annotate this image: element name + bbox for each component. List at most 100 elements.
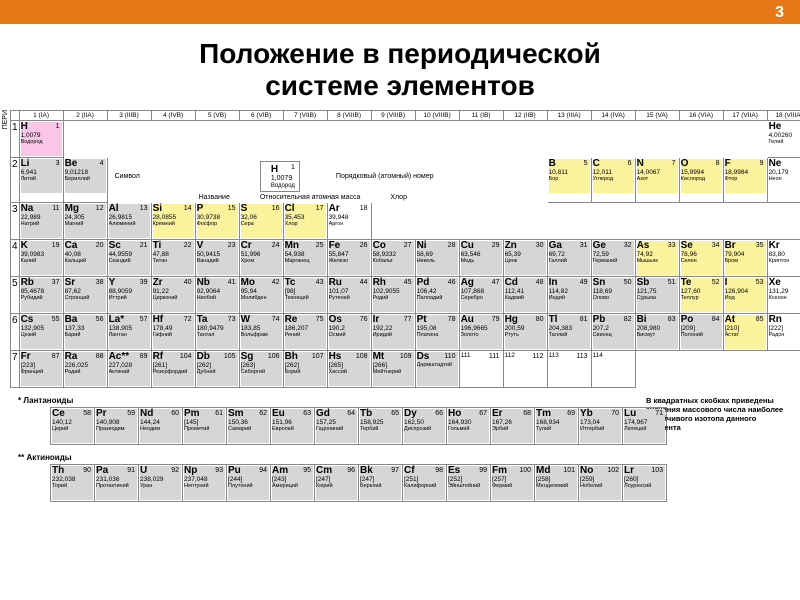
element-cell-Gd: 64 Gd 157,25 Гадолиний [316,409,357,443]
element-cell-Zn: 30 Zn 65,39 Цинк [505,241,546,275]
element-cell-Ta: 73 Ta 180,9479 Тантал [197,315,238,349]
element-cell-Cd: 48 Cd 112,41 Кадмий [505,278,546,312]
element-cell-Sr: 38 Sr 87,62 Стронций [65,278,106,312]
element-cell-Ag: 47 Ag 107,868 Серебро [461,278,502,312]
element-cell-Mt: 109 Mt [266] Мейтнерий [373,352,414,386]
element-cell-Rh: 45 Rh 102,9055 Родий [373,278,414,312]
top-bar: 3 [0,0,800,24]
element-cell-Hf: 72 Hf 178,49 Гафний [153,315,194,349]
element-cell-Al: 13 Al 26,9815 Алюминий [109,204,150,238]
element-cell-Pr: 59 Pr 140,908 Празеодим [96,409,137,443]
element-cell-Lu: 71 Lu 174,967 Лютеций [624,409,665,443]
footnote: В квадратных скобках приведены значения … [646,396,786,432]
element-cell-Ra: 88 Ra 226,025 Радий [65,352,106,386]
element-cell-Bi: 83 Bi 208,980 Висмут [637,315,678,349]
element-cell-Li: 3 Li 6,941 Литий [21,159,62,193]
element-cell-I: 53 I 126,904 Иод [725,278,766,312]
group-header: 5 (VB) [195,111,239,121]
group-header: 6 (VIB) [239,111,283,121]
element-cell-Bh: 107 Bh [262] Борий [285,352,326,386]
element-cell-Cf: 98 Cf [251] Калифорний [404,466,445,500]
element-cell-Pa: 91 Pa 231,036 Протактиний [96,466,137,500]
element-cell-Br: 35 Br 79,904 Бром [725,241,766,275]
element-cell-Ce: 58 Ce 140,12 Церий [52,409,93,443]
element-cell-Os: 76 Os 190,2 Осмий [329,315,370,349]
element-cell-Pm: 61 Pm [145] Прометий [184,409,225,443]
element-cell-Fm: 100 Fm [257] Фермий [492,466,533,500]
element-cell-Tm: 69 Tm 168,934 Тулий [536,409,577,443]
element-cell-Sc: 21 Sc 44,9559 Скандий [109,241,150,275]
element-cell-Hg: 80 Hg 200,59 Ртуть [505,315,546,349]
group-header: 2 (IIA) [63,111,107,121]
element-cell-Np: 93 Np 237,048 Нептуний [184,466,225,500]
element-cell-At: 85 At [210] Астат [725,315,766,349]
element-cell-Y: 39 Y 88,9059 Иттрий [109,278,150,312]
periodic-table: ПЕРИ 1 (IA)2 (IIA)3 (IIIB)4 (IVB)5 (VB)6… [10,110,790,388]
group-header: 9 (VIIIB) [371,111,415,121]
element-cell-W: 74 W 183,85 Вольфрам [241,315,282,349]
element-cell-S: 16 S 32,06 Сера [241,204,282,238]
page-title: Положение в периодической системе элемен… [0,38,800,102]
group-header: 11 (IB) [459,111,503,121]
element-cell-Cm: 96 Cm [247] Кюрий [316,466,357,500]
element-cell-Xe: 54 Xe 131,29 Ксенон [769,278,800,312]
period-label: 2 [11,158,20,203]
element-cell-Sn: 50 Sn 118,69 Олово [593,278,634,312]
period-label: 7 [11,351,20,388]
group-header: 12 (IIB) [503,111,547,121]
group-header: 15 (VA) [635,111,679,121]
group-header: 14 (IVA) [591,111,635,121]
element-cell-In: 49 In 114,82 Индий [549,278,590,312]
element-cell-Er: 68 Er 167,26 Эрбий [492,409,533,443]
element-cell-Ba: 56 Ba 137,33 Барий [65,315,106,349]
element-cell-H: 1 H 1,0079 Водород [21,122,62,156]
page-number: 3 [775,4,784,21]
element-cell-Lr: 103 Lr [260] Лоуренсий [624,466,665,500]
group-header: 16 (VIA) [679,111,723,121]
element-cell-Hs: 108 Hs [265] Хассий [329,352,370,386]
element-cell-Fr: 87 Fr [223] Франций [21,352,62,386]
period-label: 3 [11,203,20,240]
group-header: 13 (IIIA) [547,111,591,121]
element-cell-Nb: 41 Nb 92,9064 Ниобий [197,278,238,312]
element-cell-Ac**: 89 Ac** 227,028 Актиний [109,352,150,386]
period-label: 1 [11,121,20,158]
element-cell-N: 7 N 14,0067 Азот [637,159,678,193]
element-cell-Ga: 31 Ga 69,72 Галлий [549,241,590,275]
element-cell-Pu: 94 Pu [244] Плутоний [228,466,269,500]
element-cell-No: 102 No [259] Нобелий [580,466,621,500]
element-cell-Ar: 18 Ar 39,948 Аргон [329,204,370,238]
element-cell-Ir: 77 Ir 192,22 Иридий [373,315,414,349]
group-header: 1 (IA) [19,111,63,121]
element-cell-F: 9 F 18,9984 Фтор [725,159,766,193]
element-cell-Na: 11 Na 22,989 Натрий [21,204,62,238]
element-cell-Rn: 86 Rn [222] Радон [769,315,800,349]
element-cell-Co: 27 Co 58,9332 Кобальт [373,241,414,275]
group-header: 4 (IVB) [151,111,195,121]
element-cell-V: 23 V 50,9415 Ванадий [197,241,238,275]
element-cell-Se: 34 Se 78,96 Селен [681,241,722,275]
element-cell-K: 19 K 39,0983 Калий [21,241,62,275]
element-cell-C: 6 C 12,011 Углерод [593,159,634,193]
group-header: 10 (VIIIB) [415,111,459,121]
element-cell-Es: 99 Es [252] Эйнштейний [448,466,489,500]
group-header: 17 (VIIA) [723,111,767,121]
element-cell-Kr: 36 Kr 83,80 Криптон [769,241,800,275]
element-cell-Rb: 37 Rb 85,4678 Рубидий [21,278,62,312]
element-cell-Rf: 104 Rf [261] Резерфордий [153,352,194,386]
element-cell-Be: 4 Be 9,01218 Бериллий [65,159,106,193]
element-cell-Ru: 44 Ru 101,07 Рутений [329,278,370,312]
element-cell-Pt: 78 Pt 195,08 Платина [417,315,458,349]
element-cell-: 112 112 [505,352,546,386]
group-header: 3 (IIIB) [107,111,151,121]
element-cell-Zr: 40 Zr 91,22 Цирконий [153,278,194,312]
element-cell-Ho: 67 Ho 164,930 Гольмий [448,409,489,443]
element-cell-Ds: 110 Ds Дармштадтий [417,352,458,386]
element-cell-Pb: 82 Pb 207,2 Свинец [593,315,634,349]
element-cell-Yb: 70 Yb 173,04 Иттербий [580,409,621,443]
element-cell-As: 33 As 74,92 Мышьяк [637,241,678,275]
element-cell-Am: 95 Am [243] Америций [272,466,313,500]
element-cell-Eu: 63 Eu 151,96 Европий [272,409,313,443]
element-cell-Cr: 24 Cr 51,996 Хром [241,241,282,275]
element-cell-Sm: 62 Sm 150,36 Самарий [228,409,269,443]
